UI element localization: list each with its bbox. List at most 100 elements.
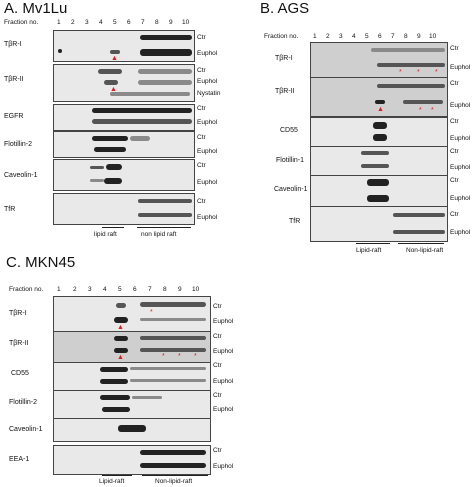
panel-b-fraction-numbers: 1 2 3 4 5 6 7 8 9 10 bbox=[313, 33, 453, 42]
fraction-number: 2 bbox=[73, 286, 77, 293]
blot-band bbox=[361, 151, 389, 155]
blot-band bbox=[92, 108, 192, 113]
fraction-number: 3 bbox=[85, 19, 89, 26]
fraction-number: 8 bbox=[404, 33, 408, 40]
fraction-bracket bbox=[398, 243, 444, 244]
blot-tbr1: * * * bbox=[310, 42, 448, 78]
condition-label: Ctr bbox=[450, 80, 459, 87]
condition-label: Euphol bbox=[197, 148, 218, 155]
protein-label: TβR-I bbox=[275, 55, 293, 62]
blot-band bbox=[140, 318, 206, 321]
non-lipid-raft-label: Non-lipid-raft bbox=[406, 247, 444, 254]
protein-label: Caveolin-1 bbox=[9, 426, 43, 433]
non-lipid-raft-label: Non-lipid-raft bbox=[155, 478, 193, 485]
blot-band bbox=[90, 166, 104, 169]
fraction-number: 6 bbox=[127, 19, 131, 26]
condition-label: Ctr bbox=[213, 362, 222, 369]
fraction-number: 9 bbox=[417, 33, 421, 40]
blot-band bbox=[118, 425, 146, 432]
blot-band bbox=[403, 100, 443, 104]
panel-a-fraction-label: Fraction no. bbox=[4, 19, 39, 26]
lipid-raft-label: lipid raft bbox=[94, 231, 117, 238]
blot-band bbox=[90, 179, 104, 182]
blot-band bbox=[114, 317, 128, 323]
protein-label: TβR-I bbox=[4, 41, 22, 48]
condition-label: Ctr bbox=[213, 303, 222, 310]
blot-band bbox=[140, 463, 206, 468]
protein-label: CD55 bbox=[280, 127, 298, 134]
fraction-bracket bbox=[356, 243, 390, 244]
panel-c-fraction-numbers: 1 2 3 4 5 6 7 8 9 10 bbox=[57, 286, 207, 295]
significance-marker: * bbox=[150, 309, 153, 316]
blot-band bbox=[104, 178, 122, 184]
blot-band bbox=[104, 80, 118, 85]
blot-flotillin2 bbox=[53, 390, 211, 419]
blot-tfr bbox=[310, 206, 448, 242]
protein-label: CD55 bbox=[11, 370, 29, 377]
protein-label: Flotillin-2 bbox=[4, 141, 33, 148]
blot-band bbox=[102, 407, 130, 412]
fraction-number: 8 bbox=[155, 19, 159, 26]
significance-marker: * bbox=[435, 69, 438, 76]
condition-label: Euphol bbox=[213, 406, 234, 413]
significance-marker: ▲ bbox=[111, 55, 118, 62]
blot-band bbox=[393, 213, 445, 217]
blot-cd55 bbox=[53, 362, 211, 391]
blot-band bbox=[94, 147, 126, 152]
significance-marker: * bbox=[194, 353, 197, 360]
condition-label: Ctr bbox=[213, 333, 222, 340]
fraction-number: 3 bbox=[339, 33, 343, 40]
blot-band bbox=[100, 367, 128, 372]
fraction-number: 1 bbox=[57, 286, 61, 293]
blot-band bbox=[130, 379, 206, 382]
blot-band bbox=[367, 179, 389, 186]
blot-band bbox=[367, 195, 389, 202]
blot-band bbox=[375, 100, 385, 104]
blot-flotillin1 bbox=[310, 146, 448, 176]
blot-cd55 bbox=[310, 117, 448, 147]
significance-marker: * bbox=[419, 107, 422, 114]
condition-label: Euphol bbox=[197, 179, 218, 186]
condition-label: Ctr bbox=[450, 45, 459, 52]
condition-label: Euphol bbox=[450, 135, 471, 142]
blot-band bbox=[114, 336, 128, 341]
condition-label: Ctr bbox=[197, 134, 206, 141]
condition-label: Ctr bbox=[450, 148, 459, 155]
condition-label: Ctr bbox=[197, 105, 206, 112]
significance-marker: * bbox=[178, 353, 181, 360]
blot-tbr1: ▲ bbox=[53, 30, 195, 62]
condition-label: Ctr bbox=[197, 198, 206, 205]
blot-band bbox=[377, 84, 445, 88]
fraction-number: 9 bbox=[169, 19, 173, 26]
blot-band bbox=[140, 302, 206, 307]
blot-band bbox=[373, 134, 387, 141]
fraction-number: 10 bbox=[192, 286, 200, 293]
fraction-number: 5 bbox=[365, 33, 369, 40]
blot-caveolin1 bbox=[310, 175, 448, 207]
blot-tbr2: ▲ * * * bbox=[53, 331, 211, 363]
fraction-number: 3 bbox=[88, 286, 92, 293]
blot-band bbox=[100, 379, 128, 384]
blot-band bbox=[373, 122, 387, 129]
fraction-number: 10 bbox=[182, 19, 190, 26]
fraction-number: 6 bbox=[133, 286, 137, 293]
protein-label: Flotillin-2 bbox=[9, 399, 38, 406]
protein-label: Caveolin-1 bbox=[274, 186, 308, 193]
blot-caveolin1 bbox=[53, 418, 211, 442]
lipid-raft-label: Lipid-raft bbox=[99, 478, 125, 485]
condition-label: Euphol bbox=[213, 378, 234, 385]
protein-label: TβR-II bbox=[275, 88, 295, 95]
blot-band bbox=[377, 63, 445, 67]
blot-band bbox=[140, 49, 192, 56]
condition-label: Ctr bbox=[197, 67, 206, 74]
fraction-number: 2 bbox=[71, 19, 75, 26]
blot-band bbox=[393, 230, 445, 234]
protein-label: EGFR bbox=[4, 113, 24, 120]
significance-marker: ▲ bbox=[377, 106, 384, 113]
panel-c-fraction-label: Fraction no. bbox=[9, 286, 44, 293]
fraction-number: 5 bbox=[118, 286, 122, 293]
blot-flotillin2 bbox=[53, 131, 195, 158]
significance-marker: * bbox=[162, 353, 165, 360]
significance-marker: ▲ bbox=[117, 354, 124, 361]
protein-label: EEA-1 bbox=[9, 456, 30, 463]
